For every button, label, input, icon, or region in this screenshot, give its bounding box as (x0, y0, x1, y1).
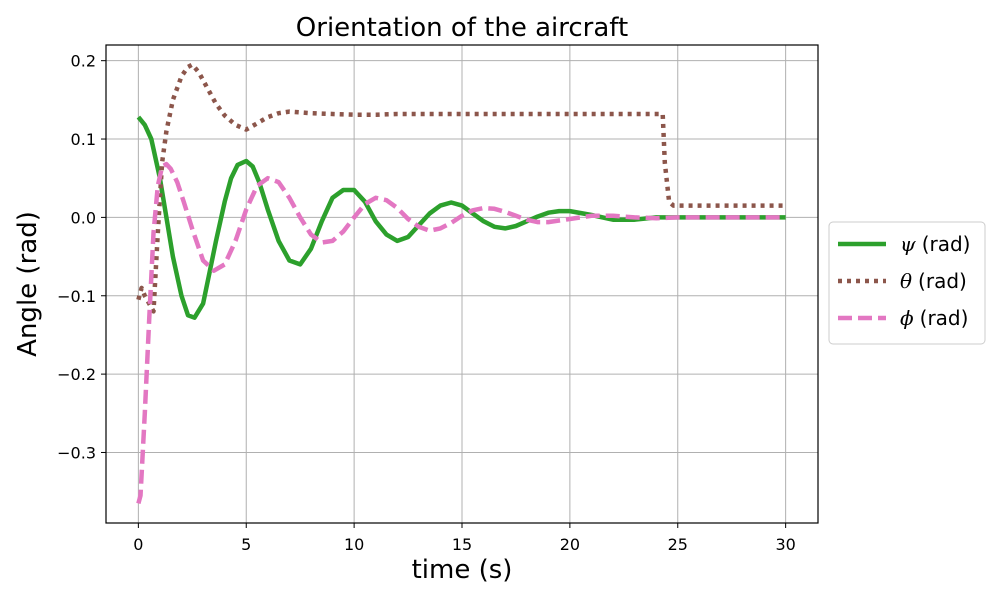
legend-symbol: θ (900, 269, 912, 293)
x-axis-label: time (s) (412, 555, 513, 585)
y-tick-label: 0.0 (71, 208, 96, 227)
x-tick-label: 30 (775, 535, 795, 554)
legend-box (828, 221, 986, 345)
plot-lines (136, 62, 786, 504)
x-tick-label: 10 (344, 535, 364, 554)
x-tick-label: 20 (560, 535, 580, 554)
y-tick-label: 0.1 (71, 130, 96, 149)
x-tick-label: 15 (452, 535, 472, 554)
legend-label-0: ψ (rad) (900, 232, 970, 256)
x-tick-label: 25 (668, 535, 688, 554)
x-tick-label: 0 (133, 535, 143, 554)
legend-symbol: ϕ (900, 306, 914, 330)
y-tick-label: −0.3 (57, 443, 96, 462)
y-tick-label: −0.1 (57, 287, 96, 306)
legend-symbol: ψ (900, 232, 916, 256)
chart-title: Orientation of the aircraft (296, 13, 628, 43)
legend-name: (rad) (922, 232, 971, 256)
legend-label-2: ϕ (rad) (900, 306, 968, 330)
legend: ψ (rad)θ (rad)ϕ (rad) (828, 221, 986, 345)
series-line-0 (136, 115, 786, 320)
grid (106, 45, 818, 523)
y-tick-label: 0.2 (71, 52, 96, 71)
legend-name: (rad) (920, 306, 969, 330)
series-line-1 (136, 62, 786, 314)
x-tick-label: 5 (241, 535, 251, 554)
series-line-2 (136, 161, 786, 504)
legend-label-1: θ (rad) (900, 269, 967, 293)
x-ticks: 0 5 10 15 20 25 30 (133, 523, 796, 554)
y-ticks: −0.3 −0.2 −0.1 0.0 0.1 0.2 (57, 52, 106, 462)
legend-name: (rad) (918, 269, 967, 293)
y-tick-label: −0.2 (57, 365, 96, 384)
y-axis-label: Angle (rad) (13, 211, 43, 357)
